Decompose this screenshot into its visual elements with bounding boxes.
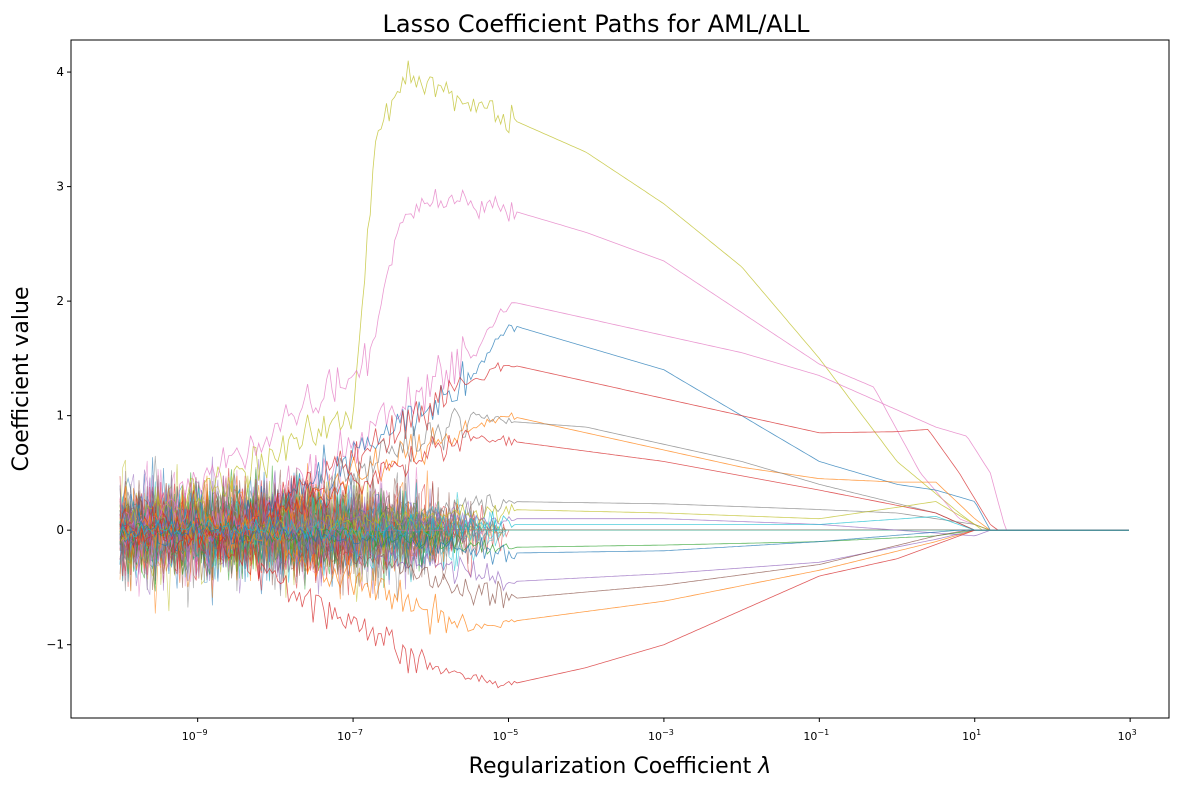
x-tick-label: 10−5 [493, 728, 519, 743]
y-tick-label: 2 [56, 294, 64, 308]
y-axis-ticks: −1 0 1 2 3 4 [46, 65, 71, 652]
x-axis-label-text: Regularization Coefficient [469, 754, 752, 779]
coef-path-olive-low [119, 501, 1129, 545]
plot-frame [70, 39, 1170, 719]
y-tick-label: 0 [56, 523, 64, 537]
coef-path-blue-high [119, 324, 1129, 552]
x-axis-label: Regularization Coefficient λ [469, 754, 772, 779]
coef-path-orange-mid [119, 412, 1129, 546]
x-tick-label: 101 [962, 728, 981, 743]
series-lines [119, 60, 1129, 689]
y-tick-label: 1 [56, 409, 64, 423]
coef-path-red-mid [119, 429, 1129, 548]
coef-path-gray-low [119, 494, 1129, 545]
coef-path-brown-neg [119, 514, 1129, 609]
x-tick-label: 10−1 [803, 728, 829, 743]
coef-path-red-high [119, 361, 1129, 553]
coef-path-pink-mid [119, 302, 1129, 563]
coef-path-purple-low [119, 510, 1129, 542]
chart-title: Lasso Coefficient Paths for AML/ALL [383, 10, 811, 38]
y-tick-label: −1 [46, 638, 64, 652]
x-tick-label: 10−9 [182, 728, 208, 743]
x-axis-ticks: 10−9 10−7 10−5 10−3 10−1 101 103 [182, 718, 1137, 743]
y-tick-label: 4 [56, 65, 64, 79]
coef-path-orange-neg [119, 512, 1129, 635]
y-axis-label: Coefficient value [9, 286, 34, 471]
y-tick-label: 3 [56, 180, 64, 194]
x-tick-label: 103 [1118, 728, 1137, 743]
coef-path-pink-high [119, 189, 1129, 542]
coef-path-cyan-low [119, 511, 1129, 542]
lambda-symbol: λ [757, 754, 771, 779]
x-tick-label: 10−7 [337, 728, 363, 743]
coef-path-green-neg [119, 520, 1129, 555]
coef-path-red-neg [119, 506, 1129, 689]
x-tick-label: 10−3 [648, 728, 674, 743]
coef-path-purple-neg [119, 511, 1129, 592]
coef-path-blue-neg [119, 516, 1129, 565]
coef-path-olive-top [119, 60, 1129, 539]
